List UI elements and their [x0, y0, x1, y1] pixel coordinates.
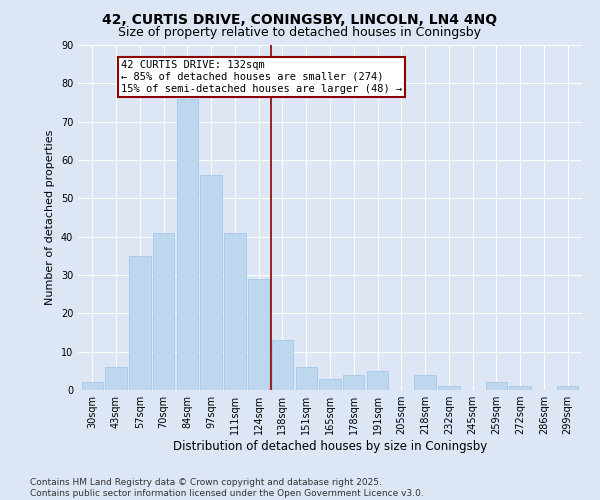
Bar [129, 256, 151, 390]
Bar [343, 374, 364, 390]
Bar [557, 386, 578, 390]
Y-axis label: Number of detached properties: Number of detached properties [45, 130, 55, 305]
Bar [296, 367, 317, 390]
Bar [367, 371, 388, 390]
X-axis label: Distribution of detached houses by size in Coningsby: Distribution of detached houses by size … [173, 440, 487, 453]
Bar [153, 233, 174, 390]
Text: 42, CURTIS DRIVE, CONINGSBY, LINCOLN, LN4 4NQ: 42, CURTIS DRIVE, CONINGSBY, LINCOLN, LN… [103, 12, 497, 26]
Text: Size of property relative to detached houses in Coningsby: Size of property relative to detached ho… [119, 26, 482, 39]
Bar [486, 382, 507, 390]
Bar [82, 382, 103, 390]
Text: 42 CURTIS DRIVE: 132sqm
← 85% of detached houses are smaller (274)
15% of semi-d: 42 CURTIS DRIVE: 132sqm ← 85% of detache… [121, 60, 402, 94]
Bar [224, 233, 245, 390]
Bar [272, 340, 293, 390]
Bar [509, 386, 531, 390]
Bar [319, 378, 341, 390]
Bar [106, 367, 127, 390]
Bar [248, 279, 269, 390]
Bar [176, 98, 198, 390]
Bar [438, 386, 460, 390]
Text: Contains HM Land Registry data © Crown copyright and database right 2025.
Contai: Contains HM Land Registry data © Crown c… [30, 478, 424, 498]
Bar [200, 176, 222, 390]
Bar [415, 374, 436, 390]
